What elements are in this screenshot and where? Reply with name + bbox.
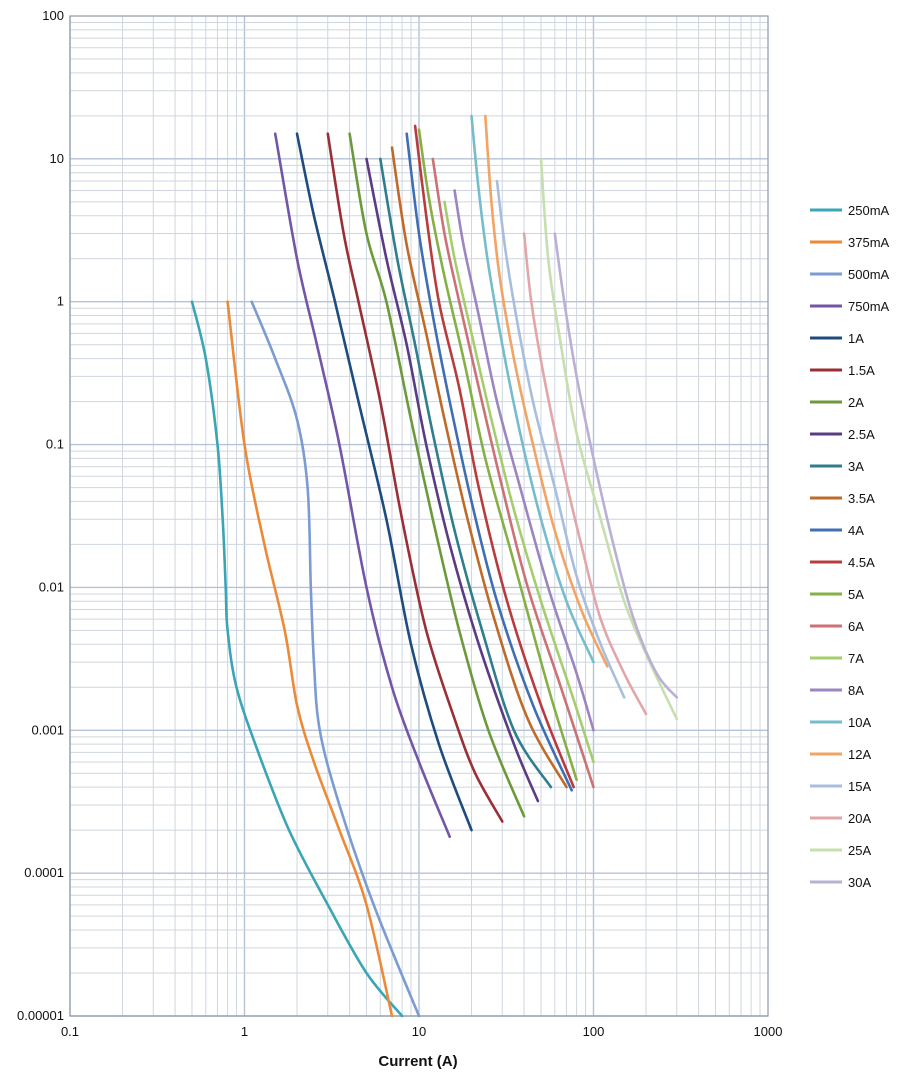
series-line-1.5A [326,132,504,823]
x-tick-label: 1 [241,1024,248,1039]
legend-item-500mA: 500mA [810,267,890,282]
series-line-250mA [190,300,404,1018]
legend-item-1A: 1A [810,331,864,346]
legend-label: 750mA [848,299,890,314]
legend-item-250mA: 250mA [810,203,890,218]
series-line-20A [522,232,648,716]
legend-item-3.5A: 3.5A [810,491,875,506]
legend-label: 3A [848,459,864,474]
legend-item-1.5A: 1.5A [810,363,875,378]
series-line-375mA [226,300,394,1018]
legend-label: 500mA [848,267,890,282]
legend-item-7A: 7A [810,651,864,666]
legend-item-20A: 20A [810,811,871,826]
legend-item-2A: 2A [810,395,864,410]
series-line-3.5A [390,146,568,789]
x-tick-label: 100 [583,1024,605,1039]
y-tick-label: 10 [50,151,64,166]
legend-item-30A: 30A [810,875,871,890]
series-line-4.5A [413,124,575,789]
grid [69,15,769,1017]
series-line-1A [295,132,473,832]
legend-item-375mA: 375mA [810,235,890,250]
y-tick-label: 1 [57,294,64,309]
series-line-750mA [273,132,451,838]
y-tick-label: 0.00001 [17,1008,64,1023]
legend-item-750mA: 750mA [810,299,890,314]
legend-item-4.5A: 4.5A [810,555,875,570]
series-line-12A [484,114,609,668]
y-tick-label: 0.0001 [24,865,64,880]
legend-label: 375mA [848,235,890,250]
legend-label: 3.5A [848,491,875,506]
legend-item-4A: 4A [810,523,864,538]
legend-item-8A: 8A [810,683,864,698]
series-line-6A [431,157,595,789]
legend-label: 6A [848,619,864,634]
legend-label: 7A [848,651,864,666]
legend-item-6A: 6A [810,619,864,634]
legend-label: 4A [848,523,864,538]
series-line-15A [495,179,626,699]
legend-label: 1A [848,331,864,346]
y-tick-label: 0.001 [31,722,64,737]
x-tick-label: 0.1 [61,1024,79,1039]
series-line-2A [348,132,526,818]
legend-label: 1.5A [848,363,875,378]
x-tick-label: 10 [412,1024,426,1039]
y-tick-label: 100 [42,8,64,23]
legend-item-2.5A: 2.5A [810,427,875,442]
legend-label: 8A [848,683,864,698]
legend-item-25A: 25A [810,843,871,858]
legend-label: 5A [848,587,864,602]
legend-label: 20A [848,811,871,826]
legend-label: 250mA [848,203,890,218]
legend-item-10A: 10A [810,715,871,730]
y-tick-label: 0.1 [46,437,64,452]
series-line-10A [470,114,595,664]
legend-label: 2A [848,395,864,410]
plot-area [190,114,679,1018]
series-line-7A [443,200,595,764]
legend-label: 15A [848,779,871,794]
series-line-2.5A [365,157,540,803]
series-line-5A [417,128,578,782]
axes: 0.1 1 10 100 1000 0.00001 0.0001 0.001 0.01 0.1 1 1… [17,8,782,1039]
y-tick-label: 0.01 [39,579,64,594]
series-line-4A [405,132,573,792]
legend-label: 2.5A [848,427,875,442]
legend-item-5A: 5A [810,587,864,602]
series-line-30A [553,232,679,699]
legend-label: 4.5A [848,555,875,570]
series-line-3A [379,157,553,789]
series-line-8A [453,189,595,732]
legend-item-15A: 15A [810,779,871,794]
legend-label: 30A [848,875,871,890]
legend-item-3A: 3A [810,459,864,474]
series-line-500mA [250,300,421,1018]
legend-label: 12A [848,747,871,762]
legend: 250mA 375mA 500mA 750mA 1A 1.5A 2A 2.5A 3A 3.5A 4A… [810,203,890,890]
x-axis-title: Current (A) [378,1053,457,1070]
legend-label: 25A [848,843,871,858]
legend-label: 10A [848,715,871,730]
legend-item-12A: 12A [810,747,871,762]
x-tick-label: 1000 [754,1024,783,1039]
